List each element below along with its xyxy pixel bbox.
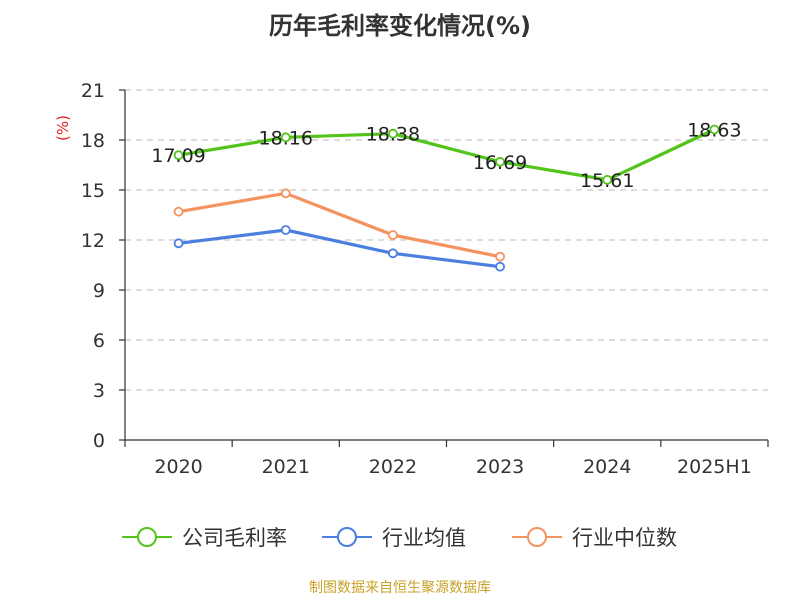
legend-label: 公司毛利率 [182,526,287,550]
data-point [280,132,291,143]
data-labels: 17.09 18.16 18.38 16.69 15.61 18.63 [151,120,741,192]
data-point [602,174,613,185]
y-tick-label: 12 [81,230,105,252]
data-label: 18.16 [259,127,313,149]
x-tick-label: 2021 [262,456,310,478]
y-tick-label: 6 [93,330,105,352]
data-point [709,124,720,135]
axes: 0 3 6 9 12 15 18 21 2020 2021 2022 2023 2024 2025H1 [81,80,769,478]
data-point [173,206,184,217]
data-point [388,248,398,259]
legend-label: 行业中位数 [572,526,677,550]
chart-title: 历年毛利率变化情况(%) [269,12,531,40]
data-label: 18.63 [687,120,741,142]
legend-marker [137,527,157,547]
x-tick-label: 2020 [154,456,202,478]
data-point [280,188,291,199]
x-tick-label: 2025H1 [677,456,752,478]
data-point [495,261,505,272]
y-tick-label: 18 [81,130,105,152]
grid-lines [125,89,768,391]
x-tick-label: 2024 [583,456,631,478]
x-tick-label: 2023 [476,456,524,478]
series-line [176,127,717,182]
y-tick-label: 15 [81,180,105,202]
series-lines [173,124,720,272]
data-point [495,251,505,262]
y-tick-label: 21 [81,80,105,102]
legend-label: 行业均值 [382,526,466,550]
data-point [280,225,291,235]
source-note: 制图数据来自恒生聚源数据库 [309,580,491,596]
legend-marker [337,527,357,547]
data-label: 18.38 [366,124,420,146]
series-line [176,191,502,259]
data-label: 17.09 [151,145,205,167]
y-axis-unit: (%) [54,115,72,141]
y-tick-label: 0 [93,430,105,452]
data-point [388,128,398,139]
legend: 公司毛利率 行业均值 行业中位数 [122,526,677,550]
data-label: 16.69 [473,152,527,174]
data-point [173,150,184,161]
x-tick-label: 2022 [369,456,417,478]
data-point [173,238,184,249]
data-point [495,156,505,167]
legend-marker [527,527,547,547]
series-line [176,228,502,269]
y-tick-label: 9 [93,280,105,302]
data-point [388,230,398,240]
y-tick-label: 3 [93,380,105,402]
data-label: 15.61 [580,170,634,192]
